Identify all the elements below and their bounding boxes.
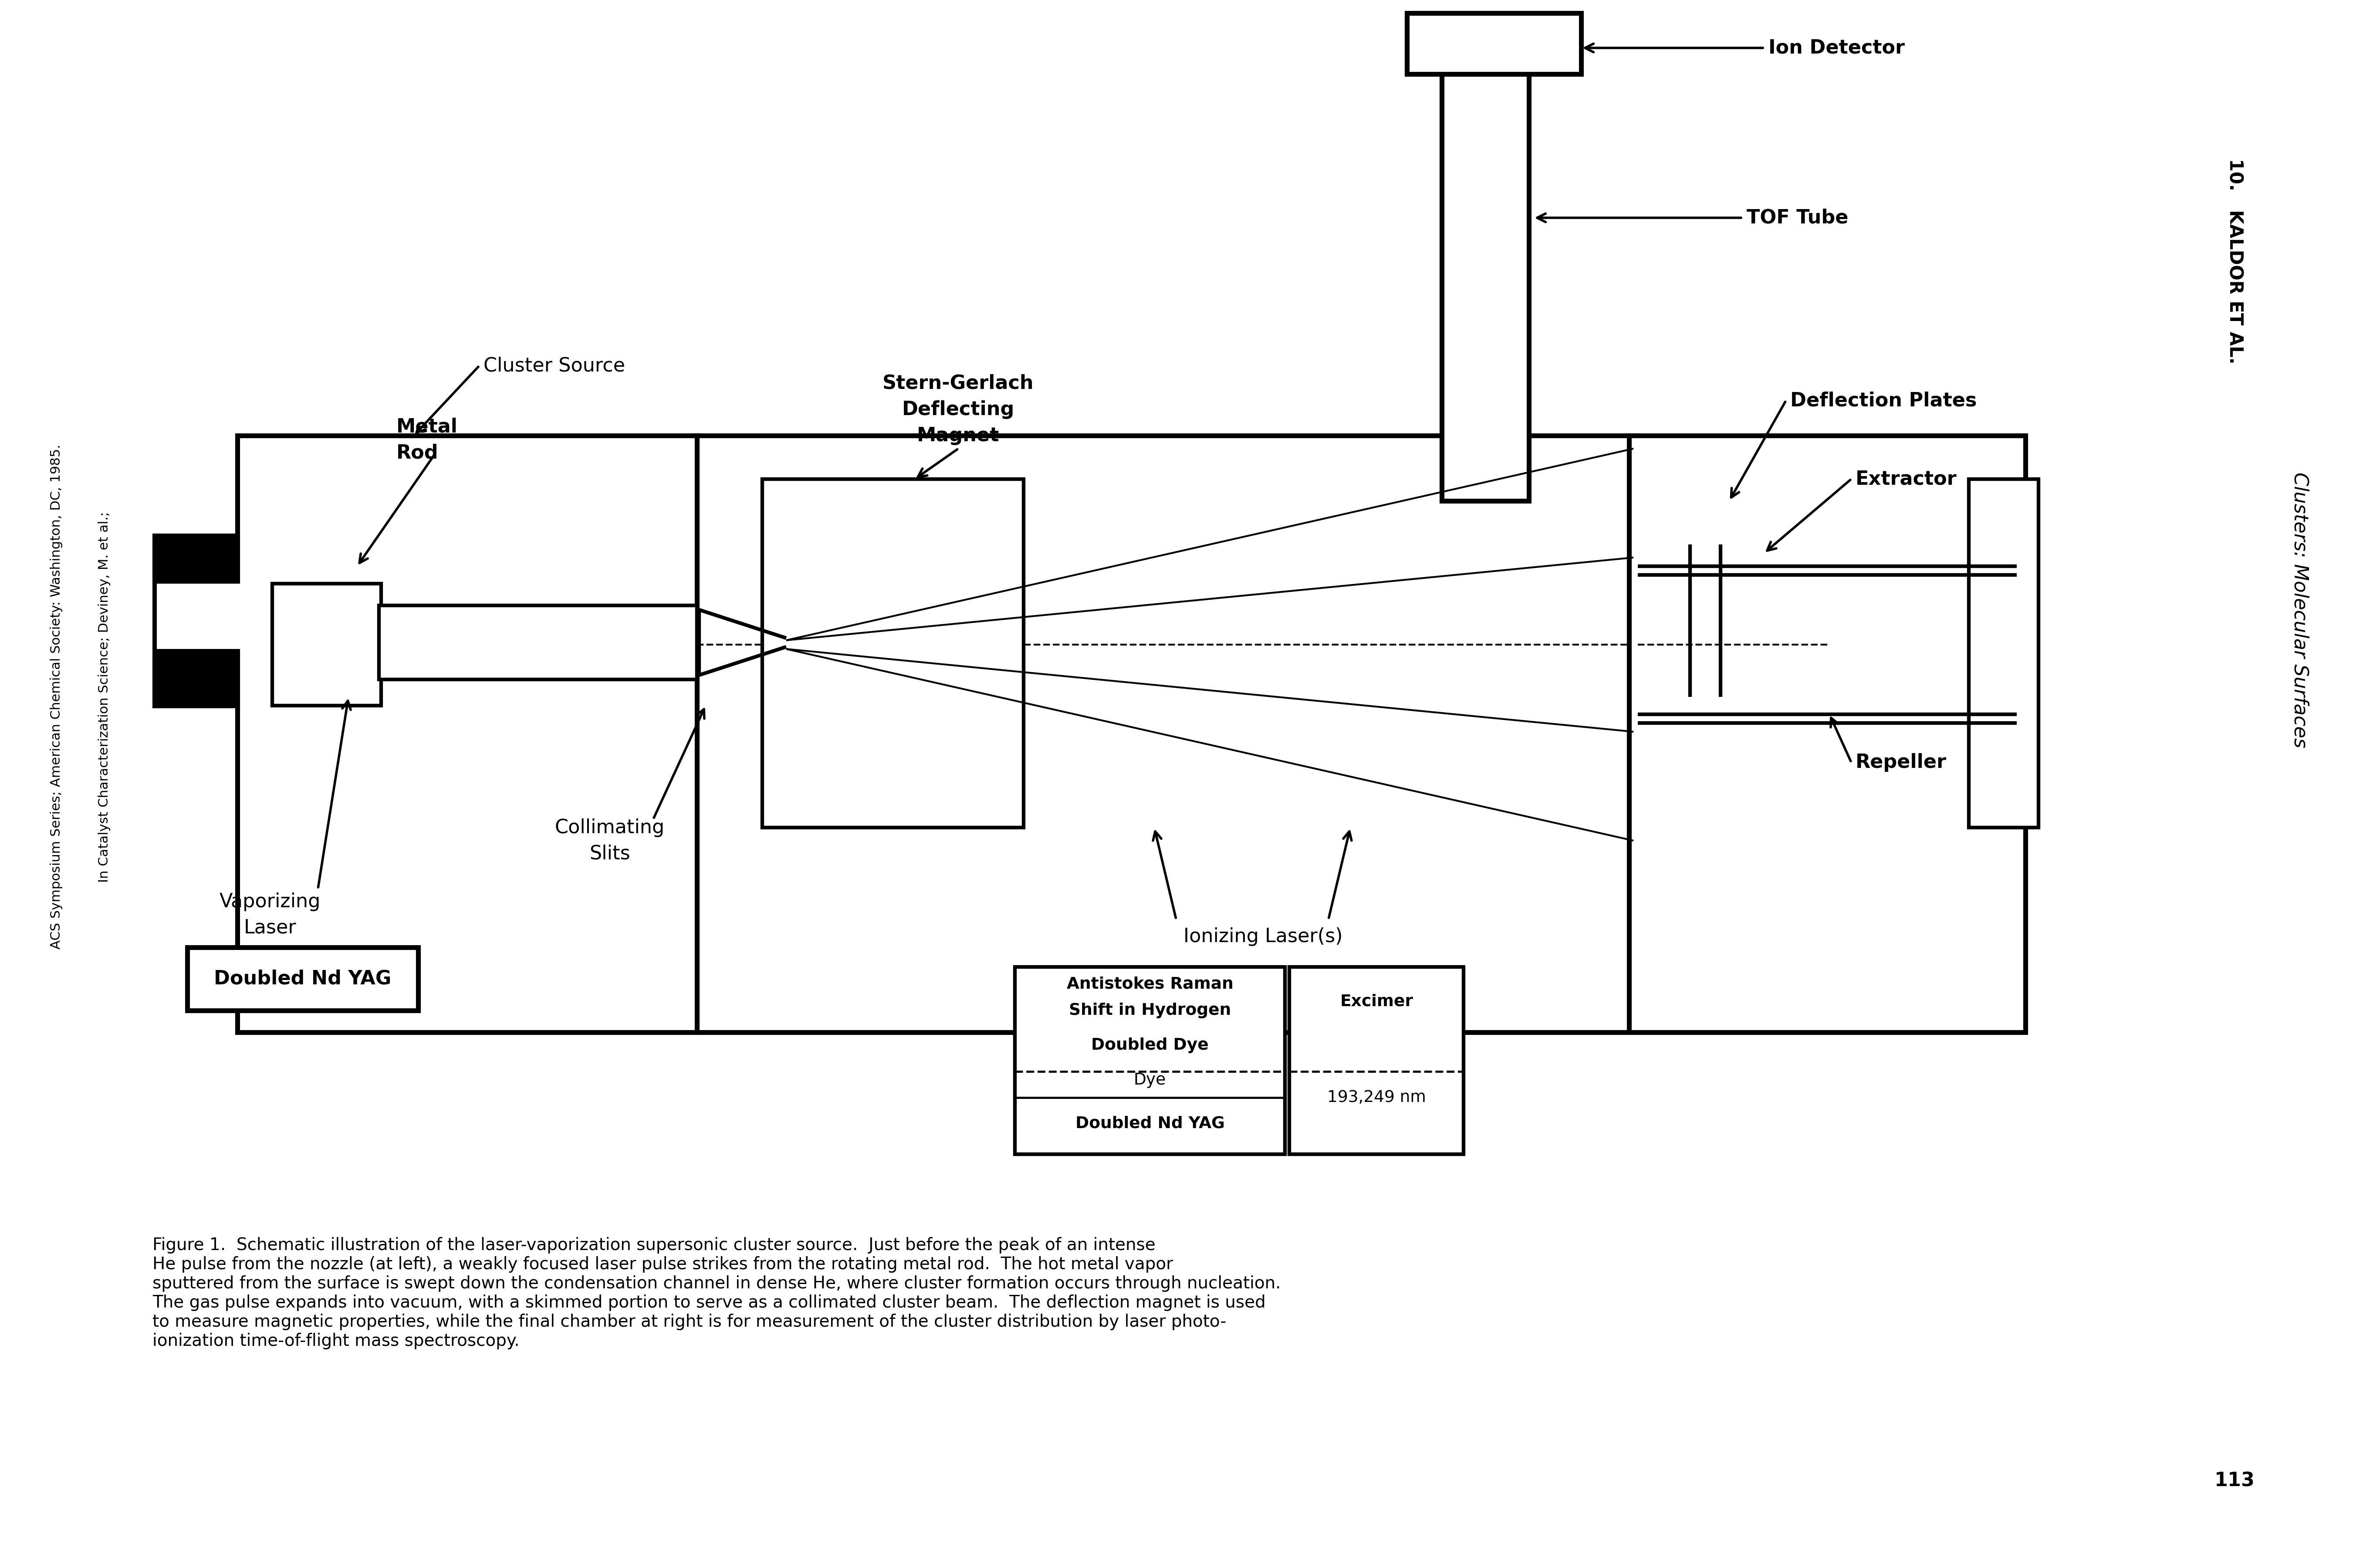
Bar — [238, 436, 699, 1032]
Text: 193,249 nm: 193,249 nm — [1327, 1090, 1426, 1105]
Bar — [1969, 480, 2038, 828]
Bar — [1289, 967, 1464, 1154]
Text: 113: 113 — [2214, 1471, 2254, 1490]
Bar — [1014, 967, 1285, 1154]
Bar — [155, 688, 198, 706]
Text: Clusters: Molecular Surfaces: Clusters: Molecular Surfaces — [2289, 472, 2308, 748]
Text: Magnet: Magnet — [918, 426, 1000, 445]
Text: Laser: Laser — [245, 919, 296, 938]
Bar — [273, 583, 381, 706]
Text: Deflection Plates: Deflection Plates — [1791, 392, 1977, 411]
Bar — [762, 480, 1024, 828]
Text: Antistokes Raman: Antistokes Raman — [1066, 977, 1233, 993]
Bar — [1628, 436, 2026, 1032]
Text: In Catalyst Characterization Science; Deviney, M. et al.;: In Catalyst Characterization Science; De… — [99, 511, 111, 883]
Text: Collimating: Collimating — [555, 818, 666, 837]
Text: ACS Symposium Series; American Chemical Society: Washington, DC, 1985.: ACS Symposium Series; American Chemical … — [49, 444, 64, 949]
Bar — [158, 583, 242, 649]
Text: 10.   KALDOR ET AL.: 10. KALDOR ET AL. — [2226, 158, 2245, 364]
Text: Metal: Metal — [395, 417, 459, 436]
Text: Rod: Rod — [395, 444, 438, 463]
Text: Deflecting: Deflecting — [901, 400, 1014, 419]
Bar — [1407, 13, 1581, 74]
Bar — [155, 536, 198, 554]
Text: Vaporizing: Vaporizing — [219, 892, 320, 911]
Text: Doubled Dye: Doubled Dye — [1092, 1038, 1209, 1054]
Text: Figure 1.  Schematic illustration of the laser-vaporization supersonic cluster s: Figure 1. Schematic illustration of the … — [153, 1237, 1280, 1350]
Text: Excimer: Excimer — [1339, 994, 1414, 1010]
Bar — [379, 605, 696, 679]
Text: Ion Detector: Ion Detector — [1769, 39, 1906, 58]
Text: Slits: Slits — [588, 844, 631, 862]
Bar — [1442, 44, 1529, 500]
Text: Ionizing Laser(s): Ionizing Laser(s) — [1184, 927, 1344, 946]
Text: TOF Tube: TOF Tube — [1746, 209, 1849, 227]
Text: Doubled Nd YAG: Doubled Nd YAG — [1075, 1116, 1224, 1132]
Text: Repeller: Repeller — [1857, 753, 1946, 771]
Text: Extractor: Extractor — [1857, 470, 1958, 489]
Text: Shift in Hydrogen: Shift in Hydrogen — [1068, 1002, 1231, 1018]
Text: Dye: Dye — [1134, 1073, 1167, 1088]
Bar — [696, 436, 1633, 1032]
Bar — [188, 947, 419, 1010]
Text: Doubled Nd YAG: Doubled Nd YAG — [214, 969, 391, 988]
Text: Cluster Source: Cluster Source — [482, 356, 626, 375]
Text: Stern-Gerlach: Stern-Gerlach — [882, 373, 1033, 392]
Bar — [155, 536, 238, 706]
